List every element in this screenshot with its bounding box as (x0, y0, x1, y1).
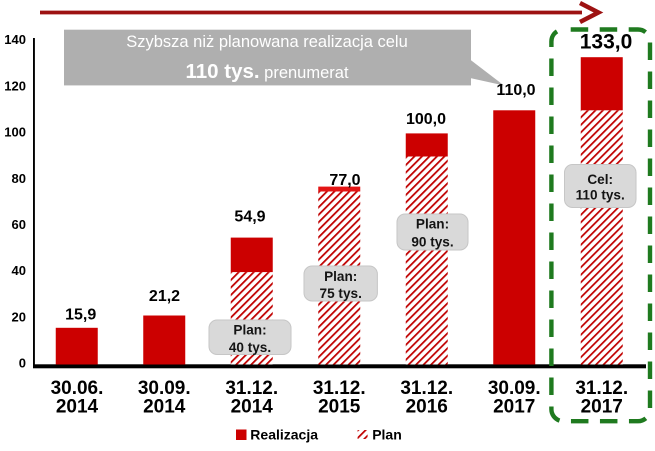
svg-text:40 tys.: 40 tys. (229, 340, 271, 355)
svg-text:30.09.: 30.09. (138, 378, 191, 399)
svg-text:110 tys. prenumerat: 110 tys. prenumerat (185, 60, 348, 83)
svg-text:80: 80 (12, 171, 26, 186)
svg-text:77,0: 77,0 (329, 172, 360, 189)
svg-text:133,0: 133,0 (580, 30, 633, 53)
svg-text:Plan: Plan (372, 427, 402, 443)
svg-text:31.12.: 31.12. (313, 378, 366, 399)
svg-text:Plan:: Plan: (233, 323, 266, 338)
svg-text:15,9: 15,9 (65, 307, 96, 324)
svg-text:0: 0 (19, 356, 26, 371)
svg-text:20: 20 (12, 309, 26, 324)
svg-text:Cel:: Cel: (587, 172, 613, 187)
svg-text:2015: 2015 (318, 397, 361, 418)
svg-text:110,0: 110,0 (496, 82, 535, 99)
svg-text:60: 60 (12, 217, 26, 232)
svg-text:75 tys.: 75 tys. (320, 286, 362, 301)
svg-text:Szybsza niż planowana realizac: Szybsza niż planowana realizacja celu (126, 33, 408, 51)
svg-text:100: 100 (4, 125, 26, 140)
svg-text:Realizacja: Realizacja (250, 427, 318, 443)
svg-text:Plan:: Plan: (416, 216, 449, 231)
svg-text:2014: 2014 (56, 397, 99, 418)
svg-text:2017: 2017 (581, 397, 623, 418)
svg-text:2017: 2017 (493, 397, 535, 418)
svg-text:54,9: 54,9 (234, 209, 265, 226)
svg-text:2014: 2014 (231, 397, 274, 418)
svg-text:30.06.: 30.06. (51, 378, 104, 399)
svg-text:40: 40 (12, 263, 26, 278)
svg-text:140: 140 (4, 32, 26, 47)
svg-text:100,0: 100,0 (406, 111, 446, 128)
svg-text:31.12.: 31.12. (225, 378, 278, 399)
svg-text:Plan:: Plan: (324, 269, 357, 284)
svg-text:110 tys.: 110 tys. (576, 188, 625, 203)
svg-text:21,2: 21,2 (149, 288, 180, 305)
svg-text:90 tys.: 90 tys. (411, 235, 453, 250)
svg-text:31.12.: 31.12. (400, 378, 453, 399)
svg-text:120: 120 (4, 78, 26, 93)
svg-text:2014: 2014 (143, 397, 186, 418)
svg-text:30.09.: 30.09. (488, 378, 541, 399)
svg-text:31.12.: 31.12. (575, 378, 628, 399)
svg-text:2016: 2016 (406, 397, 448, 418)
